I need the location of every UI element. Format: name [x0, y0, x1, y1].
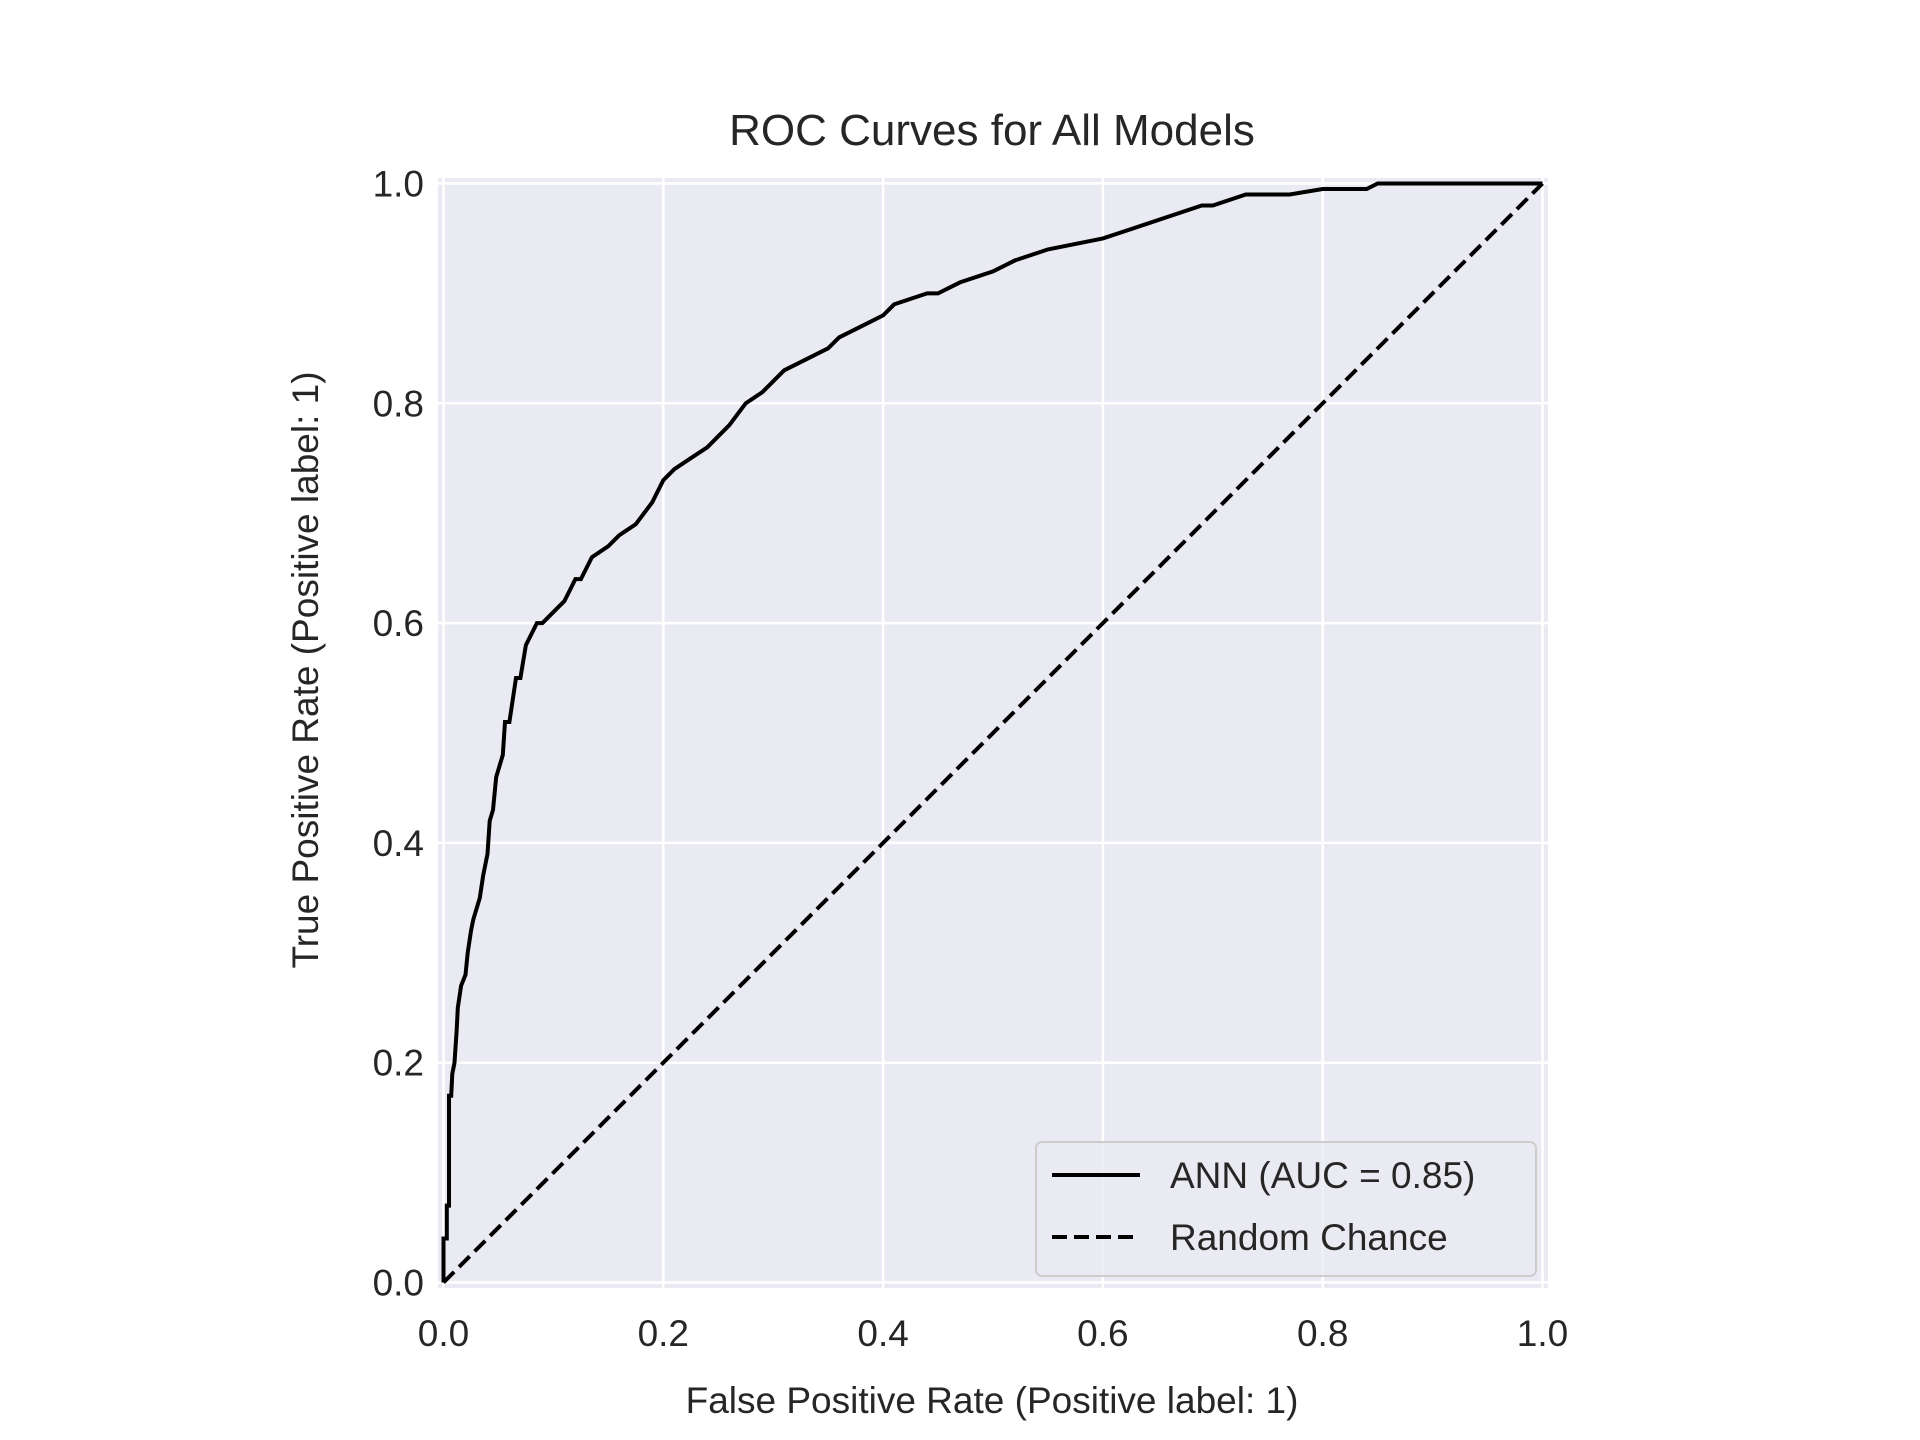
x-tick-labels: 0.0 0.2 0.4 0.6 0.8 1.0: [418, 1313, 1568, 1354]
y-tick-label: 1.0: [373, 163, 424, 204]
series-line-ann: [441, 181, 1543, 1283]
x-axis-label: False Positive Rate (Positive label: 1): [686, 1380, 1299, 1421]
legend-label-random-chance: Random Chance: [1170, 1217, 1448, 1258]
x-tick-label: 0.4: [857, 1313, 908, 1354]
grid-lines: [438, 178, 1548, 1288]
x-tick-label: 0.0: [418, 1313, 469, 1354]
chart-title: ROC Curves for All Models: [729, 106, 1255, 155]
y-axis-label: True Positive Rate (Positive label: 1): [285, 371, 326, 968]
x-tick-label: 1.0: [1517, 1313, 1568, 1354]
y-tick-label: 0.8: [373, 383, 424, 424]
y-tick-label: 0.6: [373, 603, 424, 644]
y-tick-label: 0.2: [373, 1043, 424, 1084]
x-tick-label: 0.6: [1077, 1313, 1128, 1354]
series-line-random-chance: [442, 182, 1544, 1284]
y-tick-label: 0.4: [373, 823, 424, 864]
legend: ANN (AUC = 0.85) Random Chance: [1035, 1141, 1537, 1277]
legend-box: [1035, 1141, 1537, 1277]
x-tick-label: 0.2: [638, 1313, 689, 1354]
x-tick-label: 0.8: [1297, 1313, 1348, 1354]
series-layer: [441, 181, 1544, 1284]
y-tick-label: 0.0: [373, 1263, 424, 1304]
legend-label-ann: ANN (AUC = 0.85): [1170, 1155, 1475, 1196]
y-tick-labels: 0.0 0.2 0.4 0.6 0.8 1.0: [373, 163, 424, 1303]
